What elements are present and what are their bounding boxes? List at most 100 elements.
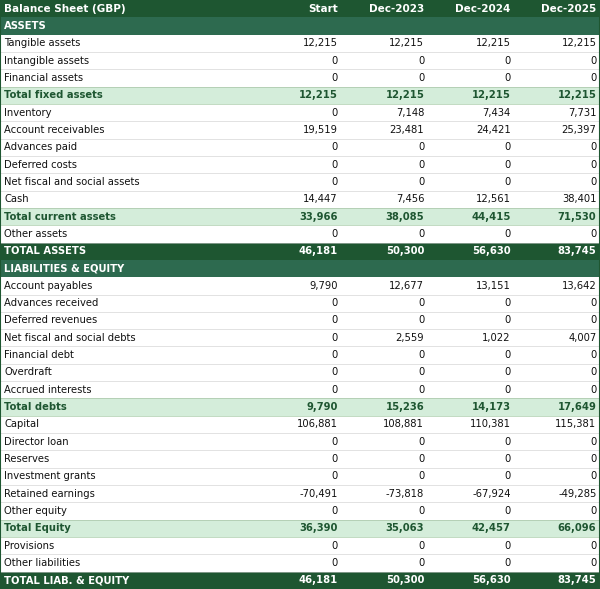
- Bar: [341, 70, 428, 87]
- Text: LIABILITIES & EQUITY: LIABILITIES & EQUITY: [4, 263, 124, 273]
- Bar: [428, 537, 514, 554]
- Text: ASSETS: ASSETS: [4, 21, 47, 31]
- Bar: [0, 191, 255, 208]
- Bar: [514, 398, 600, 416]
- Bar: [0, 52, 255, 70]
- Bar: [255, 87, 341, 104]
- Bar: [428, 381, 514, 398]
- Bar: [0, 364, 255, 381]
- Bar: [341, 191, 428, 208]
- Bar: [255, 416, 341, 433]
- Text: 0: 0: [418, 55, 424, 65]
- Text: 38,401: 38,401: [562, 194, 596, 204]
- Text: 0: 0: [590, 298, 596, 308]
- Text: 0: 0: [418, 177, 424, 187]
- Bar: [428, 277, 514, 294]
- Bar: [514, 381, 600, 398]
- Bar: [255, 312, 341, 329]
- Text: 0: 0: [332, 558, 338, 568]
- Bar: [514, 312, 600, 329]
- Text: 0: 0: [590, 73, 596, 83]
- Bar: [428, 294, 514, 312]
- Text: 83,745: 83,745: [557, 575, 596, 585]
- Text: 50,300: 50,300: [386, 575, 424, 585]
- Text: 0: 0: [332, 333, 338, 343]
- Text: 0: 0: [332, 229, 338, 239]
- Bar: [0, 260, 600, 277]
- Bar: [341, 572, 428, 589]
- Text: 0: 0: [505, 229, 511, 239]
- Bar: [0, 537, 255, 554]
- Text: 12,215: 12,215: [476, 38, 511, 48]
- Bar: [255, 398, 341, 416]
- Bar: [428, 35, 514, 52]
- Text: 0: 0: [332, 385, 338, 395]
- Bar: [514, 173, 600, 191]
- Text: 7,434: 7,434: [482, 108, 511, 118]
- Bar: [428, 138, 514, 156]
- Text: 0: 0: [505, 454, 511, 464]
- Bar: [255, 208, 341, 225]
- Text: 0: 0: [332, 143, 338, 152]
- Text: Advances paid: Advances paid: [4, 143, 77, 152]
- Bar: [341, 364, 428, 381]
- Bar: [428, 173, 514, 191]
- Bar: [514, 572, 600, 589]
- Bar: [341, 243, 428, 260]
- Text: 0: 0: [418, 558, 424, 568]
- Bar: [428, 121, 514, 138]
- Text: 0: 0: [505, 385, 511, 395]
- Bar: [0, 554, 255, 572]
- Bar: [428, 329, 514, 346]
- Text: Overdraft: Overdraft: [4, 368, 52, 378]
- Text: 0: 0: [332, 471, 338, 481]
- Bar: [0, 208, 255, 225]
- Text: 42,457: 42,457: [472, 524, 511, 534]
- Bar: [0, 17, 600, 35]
- Text: 108,881: 108,881: [383, 419, 424, 429]
- Text: 0: 0: [418, 143, 424, 152]
- Bar: [255, 572, 341, 589]
- Text: Director loan: Director loan: [4, 437, 69, 446]
- Text: Financial debt: Financial debt: [4, 350, 74, 360]
- Bar: [255, 243, 341, 260]
- Text: 0: 0: [418, 316, 424, 326]
- Text: 0: 0: [418, 350, 424, 360]
- Text: 0: 0: [590, 316, 596, 326]
- Bar: [0, 451, 255, 468]
- Bar: [341, 52, 428, 70]
- Bar: [0, 121, 255, 138]
- Bar: [0, 398, 255, 416]
- Bar: [255, 277, 341, 294]
- Bar: [341, 173, 428, 191]
- Text: 0: 0: [505, 316, 511, 326]
- Text: 0: 0: [505, 298, 511, 308]
- Text: 0: 0: [505, 160, 511, 170]
- Text: 56,630: 56,630: [472, 246, 511, 256]
- Text: 12,215: 12,215: [562, 38, 596, 48]
- Bar: [428, 104, 514, 121]
- Bar: [0, 381, 255, 398]
- Bar: [428, 416, 514, 433]
- Text: 46,181: 46,181: [299, 575, 338, 585]
- Text: Financial assets: Financial assets: [4, 73, 83, 83]
- Text: 0: 0: [418, 160, 424, 170]
- Bar: [255, 381, 341, 398]
- Bar: [0, 346, 255, 364]
- Bar: [428, 485, 514, 502]
- Text: Tangible assets: Tangible assets: [4, 38, 80, 48]
- Bar: [255, 35, 341, 52]
- Bar: [341, 502, 428, 519]
- Text: 15,236: 15,236: [385, 402, 424, 412]
- Text: 0: 0: [590, 368, 596, 378]
- Bar: [428, 225, 514, 243]
- Text: 0: 0: [332, 437, 338, 446]
- Bar: [428, 572, 514, 589]
- Bar: [428, 52, 514, 70]
- Bar: [255, 433, 341, 451]
- Text: 0: 0: [418, 298, 424, 308]
- Bar: [0, 294, 255, 312]
- Text: Balance Sheet (GBP): Balance Sheet (GBP): [4, 4, 126, 14]
- Text: 0: 0: [418, 385, 424, 395]
- Bar: [0, 519, 255, 537]
